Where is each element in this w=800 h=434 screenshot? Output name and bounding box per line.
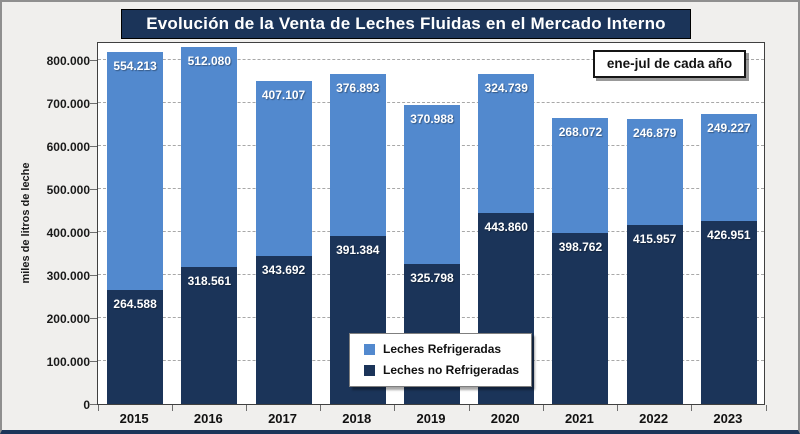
x-axis-tick-label: 2020 — [490, 411, 520, 426]
bar-segment: 246.879 — [626, 119, 683, 226]
y-axis-tick — [90, 317, 97, 319]
y-axis-tick — [90, 360, 97, 362]
bar-value-label: 391.384 — [336, 242, 380, 257]
bar-segment: 343.692 — [255, 256, 312, 404]
bar-segment: 398.762 — [552, 232, 609, 404]
bar-value-label: 318.561 — [187, 274, 232, 289]
y-axis-tick — [90, 403, 97, 405]
x-axis-tick — [765, 405, 767, 411]
plot-area: 264.588 554.213 318.561 512.080 343.692 407.1… — [90, 42, 767, 411]
x-axis-tick-label: 2018 — [342, 411, 372, 426]
bar-value-label: 415.957 — [632, 232, 677, 247]
y-axis-tick — [90, 102, 97, 104]
bar-segment: 512.080 — [181, 47, 238, 268]
y-axis-tick-label: 500.000 — [46, 183, 90, 198]
bar-segment: 370.988 — [404, 104, 460, 265]
bar-value-label: 370.988 — [410, 111, 454, 126]
bar-segment: 264.588 — [107, 290, 164, 404]
bar-value-label: 324.739 — [484, 80, 528, 95]
legend-swatch-no-refrigeradas — [364, 364, 375, 376]
bar-segment: 415.957 — [626, 225, 683, 404]
y-axis-tick-label: 300.000 — [46, 269, 90, 284]
x-axis-tick — [394, 405, 396, 411]
bar-segment: 268.072 — [552, 117, 609, 233]
bar-value-label: 249.227 — [707, 120, 751, 135]
y-axis-tick — [90, 59, 97, 61]
bar-value-label: 246.879 — [632, 126, 677, 141]
x-axis-tick-label: 2016 — [193, 411, 223, 426]
bar-segment: 554.213 — [107, 52, 164, 291]
bar-segment: 324.739 — [478, 73, 535, 214]
bar-value-label: 268.072 — [558, 124, 603, 139]
legend: Leches Refrigeradas Leches no Refrigerad… — [349, 333, 533, 387]
bar-segment: 376.893 — [329, 73, 386, 236]
bar-segment: 407.107 — [255, 81, 312, 257]
y-axis-tick-label: 800.000 — [46, 54, 90, 69]
x-axis-tick-label: 2019 — [416, 411, 446, 426]
y-axis-tick-label: 700.000 — [46, 97, 90, 112]
x-axis-tick-label: 2022 — [639, 411, 669, 426]
legend-item: Leches no Refrigeradas — [364, 363, 519, 377]
bar-value-label: 426.951 — [707, 227, 751, 242]
bar-value-label: 512.080 — [187, 54, 232, 69]
bar-value-label: 398.762 — [558, 239, 603, 254]
chart-title: Evolución de la Venta de Leches Fluidas … — [121, 9, 691, 39]
bar-value-label: 407.107 — [261, 88, 306, 103]
gridline — [98, 59, 764, 61]
x-axis-tick — [97, 405, 99, 411]
x-axis-tick-label: 2017 — [268, 411, 297, 426]
annotation-box: ene-jul de cada año — [593, 50, 746, 78]
y-axis-tick — [90, 274, 97, 276]
y-axis-tick-label: 0 — [83, 398, 90, 412]
x-axis-tick — [245, 405, 247, 411]
y-axis-tick — [90, 188, 97, 190]
y-axis-tick-label: 400.000 — [46, 226, 90, 241]
x-axis-tick-labels: 2015 2016 2017 2018 2019 2020 2021 2022 2023 — [97, 411, 765, 426]
x-axis-tick-label: 2015 — [119, 411, 149, 426]
legend-swatch-refrigeradas — [364, 343, 375, 355]
bar-value-label: 264.588 — [113, 297, 157, 312]
y-axis-tick — [90, 231, 97, 233]
y-axis-tick-label: 200.000 — [46, 312, 90, 327]
gridline — [98, 102, 764, 104]
y-axis-tick — [90, 145, 97, 147]
x-axis-tick — [468, 405, 470, 411]
bar-segment: 249.227 — [700, 113, 757, 221]
x-axis-tick — [320, 405, 322, 411]
legend-label: Leches Refrigeradas — [383, 342, 502, 356]
bar-value-label: 343.692 — [261, 263, 306, 278]
y-axis-tick-label: 600.000 — [46, 140, 90, 155]
bar-value-label: 443.860 — [484, 220, 528, 235]
legend-label: Leches no Refrigeradas — [383, 363, 520, 377]
bar-segment: 426.951 — [700, 220, 757, 404]
x-axis-tick — [542, 405, 544, 411]
x-axis-tick — [691, 405, 693, 411]
x-axis-tick — [171, 405, 173, 411]
x-axis-tick — [617, 405, 619, 411]
bar-value-label: 376.893 — [336, 80, 380, 95]
legend-item: Leches Refrigeradas — [364, 342, 519, 356]
bar-segment: 318.561 — [181, 267, 238, 404]
y-axis-tick-label: 100.000 — [46, 355, 90, 370]
x-axis-tick-label: 2021 — [564, 411, 594, 426]
bar-value-label: 325.798 — [410, 271, 454, 286]
bar-value-label: 554.213 — [113, 59, 157, 74]
y-axis-tick-labels: 0 100.000 200.000 300.000 400.000 500.000 600.… — [30, 42, 90, 412]
x-axis-tick-label: 2023 — [713, 411, 743, 426]
